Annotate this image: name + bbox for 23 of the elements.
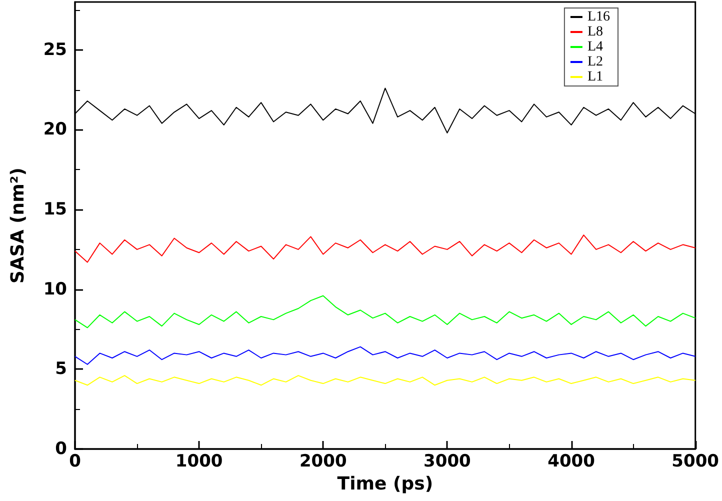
- x-tick-label: 5000: [672, 452, 720, 472]
- line-series: [74, 234, 696, 263]
- x-tick-label: 2000: [299, 452, 347, 472]
- y-axis-title: SASA (nm²): [8, 168, 28, 284]
- y-tick-label: 20: [43, 120, 68, 140]
- x-axis-title: Time (ps): [337, 473, 434, 494]
- y-tick-label: 0: [55, 439, 68, 459]
- x-tick-label: 4000: [548, 452, 596, 472]
- legend-label: L2: [587, 54, 604, 70]
- x-tick-label: 3000: [424, 452, 472, 472]
- y-tick-label: 10: [43, 279, 68, 300]
- legend-label: L8: [587, 24, 604, 40]
- x-tick-label: 1000: [175, 452, 223, 472]
- x-tick-label: 0: [69, 452, 82, 472]
- legend-label: L16: [587, 10, 610, 24]
- legend-label: L4: [587, 40, 604, 54]
- line-series: [74, 346, 696, 365]
- line-series: [74, 295, 696, 328]
- y-tick-label: 5: [55, 359, 67, 380]
- y-tick-label: 25: [43, 40, 67, 60]
- line-series: [74, 375, 696, 386]
- y-tick-label: 15: [43, 200, 67, 220]
- legend-label: L1: [587, 70, 604, 84]
